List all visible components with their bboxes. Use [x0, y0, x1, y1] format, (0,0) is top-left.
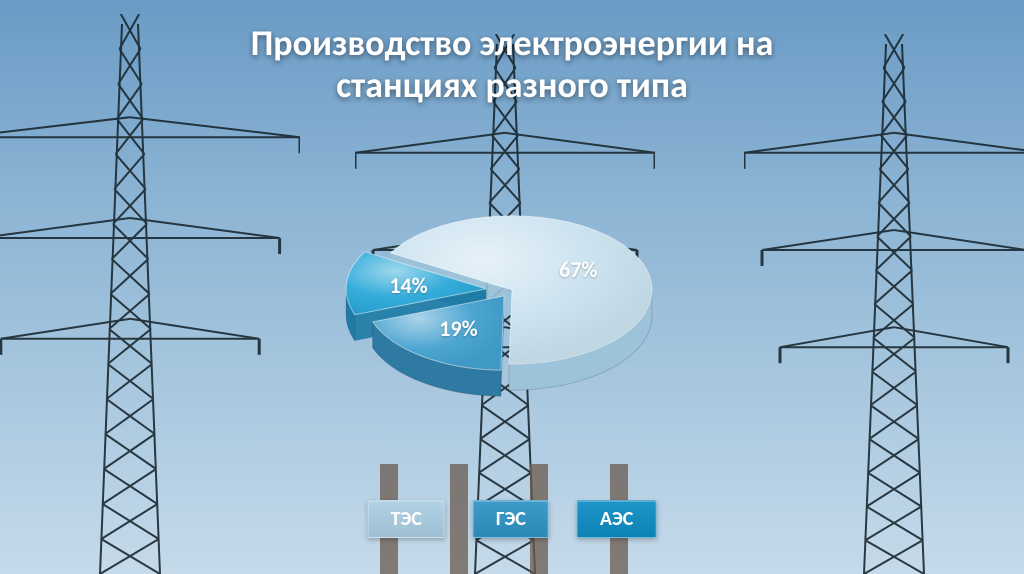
slice-label-tes: 67% [559, 256, 597, 283]
slice-label-ges: 19% [439, 315, 477, 342]
legend-item-2: АЭС [577, 500, 656, 538]
legend: ТЭС ГЭС АЭС [368, 500, 657, 538]
legend-item-0: ТЭС [368, 500, 445, 538]
pylon-right [744, 34, 1024, 574]
slice-label-aes: 14% [389, 271, 427, 298]
page-title: Производство электроэнергии на станциях … [0, 22, 1024, 107]
legend-item-1: ГЭС [473, 500, 549, 538]
pie-chart: 67% 19% 14% [312, 150, 712, 450]
